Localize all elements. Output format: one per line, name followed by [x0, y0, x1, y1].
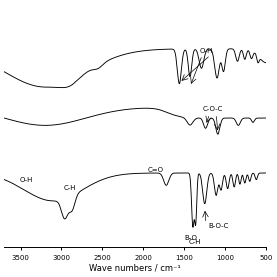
- Text: C-H: C-H: [189, 239, 201, 245]
- Text: B-O-C: B-O-C: [209, 224, 229, 229]
- Text: C-O-C: C-O-C: [203, 106, 223, 112]
- Text: O-H: O-H: [200, 48, 213, 54]
- Text: C=O: C=O: [148, 167, 164, 173]
- Text: B-O: B-O: [185, 235, 198, 241]
- Text: C-H: C-H: [63, 185, 76, 191]
- Text: O-H: O-H: [20, 177, 33, 183]
- X-axis label: Wave numbers / cm⁻¹: Wave numbers / cm⁻¹: [89, 264, 181, 273]
